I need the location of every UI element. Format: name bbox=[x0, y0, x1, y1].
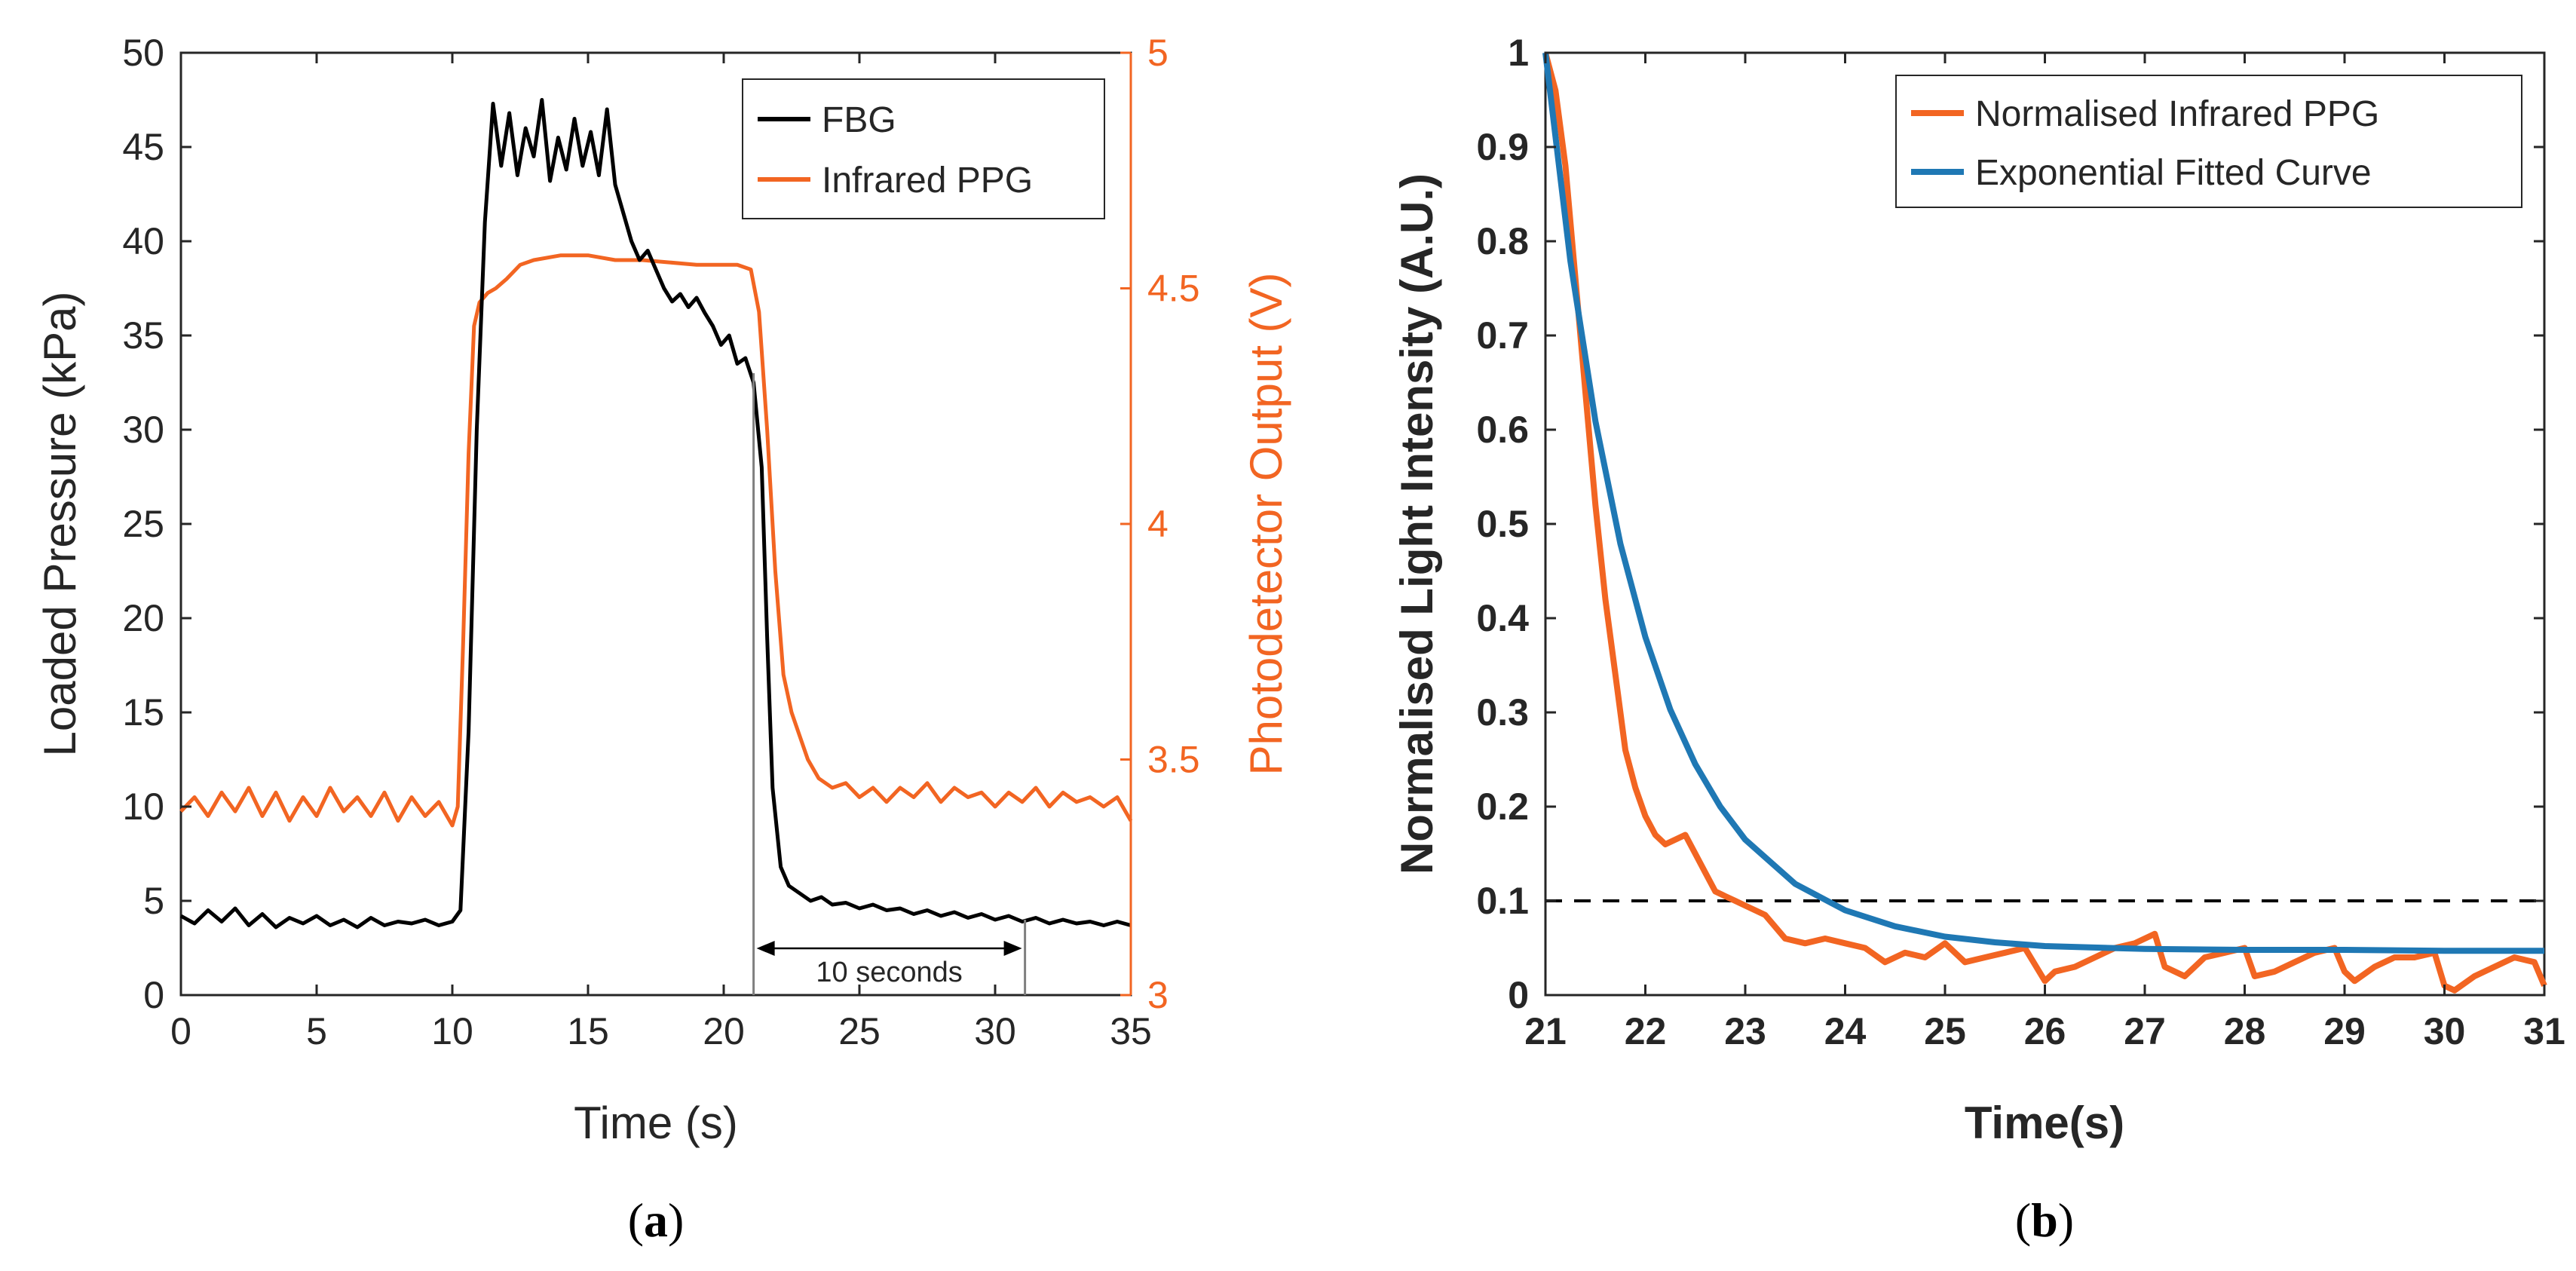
x-axis-title-a: Time (s) bbox=[574, 1098, 738, 1148]
chart-panel-a: 10 seconds 0 5 10 15 20 25 30 35 05101520253035… bbox=[35, 32, 1291, 1247]
y-tick-label-b-0-6: 0.6 bbox=[1476, 409, 1529, 451]
chart-panel-b: 21 22 23 24 25 26 27 28 29 30 31 00.10.20.30.40.50… bbox=[1392, 32, 2565, 1247]
y-left-tick-label-a-35: 35 bbox=[122, 314, 164, 357]
x-tick-label-a-15: 15 bbox=[567, 1010, 609, 1052]
legend-label-infrared-ppg: Infrared PPG bbox=[822, 161, 1033, 201]
y-tick-label-b-1: 1 bbox=[1508, 32, 1529, 74]
y-tick-label-b-0: 0 bbox=[1508, 974, 1529, 1016]
x-tick-label-b-31: 31 bbox=[2523, 1010, 2565, 1052]
y-tick-label-b-0-2: 0.2 bbox=[1476, 786, 1529, 828]
y-left-tick-label-a-20: 20 bbox=[122, 597, 164, 639]
series-group-a bbox=[179, 98, 1133, 930]
x-tick-label-a-35: 35 bbox=[1110, 1010, 1152, 1052]
y-tick-label-b-0-8: 0.8 bbox=[1476, 220, 1529, 262]
ten-seconds-annotation: 10 seconds bbox=[752, 373, 1027, 995]
x-tick-label-b-27: 27 bbox=[2124, 1010, 2166, 1052]
y-left-tick-label-a-5: 5 bbox=[143, 880, 164, 922]
y-tick-label-b-0-5: 0.5 bbox=[1476, 503, 1529, 545]
x-tick-label-b-24: 24 bbox=[1824, 1010, 1867, 1052]
y-tick-label-b-0-1: 0.1 bbox=[1476, 880, 1529, 922]
y-left-tick-label-a-30: 30 bbox=[122, 409, 164, 451]
annotation-arrowhead-right bbox=[1003, 941, 1022, 956]
x-tick-label-b-26: 26 bbox=[2024, 1010, 2066, 1052]
annotation-arrowhead-left bbox=[756, 941, 775, 956]
legend-label-fbg: FBG bbox=[822, 100, 896, 140]
y-right-tick-label-a-3: 3 bbox=[1147, 974, 1169, 1016]
series-line-a-infrared-ppg bbox=[179, 253, 1133, 828]
y-axis-ticks-b: 0 0.1 0.2 0.3 0.4 0.5 0.6 0.7 0.8 0.9 1 bbox=[1476, 32, 2544, 1016]
legend-label-normalised-ppg: Normalised Infrared PPG bbox=[1975, 94, 2379, 134]
y-tick-label-b-0-9: 0.9 bbox=[1476, 126, 1529, 168]
x-tick-label-a-20: 20 bbox=[703, 1010, 745, 1052]
y-right-tick-label-a-4-5: 4.5 bbox=[1147, 268, 1200, 310]
series-line-a-fbg bbox=[179, 98, 1132, 930]
x-tick-label-b-28: 28 bbox=[2224, 1010, 2266, 1052]
y-left-tick-label-a-0: 0 bbox=[143, 974, 164, 1016]
annotation-label: 10 seconds bbox=[816, 957, 962, 988]
y-left-axis-title-a: Loaded Pressure (kPa) bbox=[35, 292, 85, 757]
x-axis-title-b: Time(s) bbox=[1965, 1098, 2124, 1148]
y-tick-label-b-0-4: 0.4 bbox=[1476, 597, 1529, 639]
x-tick-label-b-25: 25 bbox=[1924, 1010, 1966, 1052]
y-tick-label-b-0-7: 0.7 bbox=[1476, 314, 1529, 357]
x-axis-ticks-a: 0 5 10 15 20 25 30 35 bbox=[170, 53, 1152, 1052]
series-line-b-normalised-infrared-ppg bbox=[1542, 51, 2547, 994]
y-left-tick-label-a-45: 45 bbox=[122, 126, 164, 168]
x-tick-label-a-30: 30 bbox=[974, 1010, 1016, 1052]
y-left-tick-label-a-50: 50 bbox=[122, 32, 164, 74]
legend-box-a bbox=[742, 78, 1105, 219]
panel-label-a: (a) bbox=[628, 1193, 685, 1247]
y-axis-title-b: Normalised Light Intensity (A.U.) bbox=[1392, 173, 1442, 874]
y-left-tick-label-a-25: 25 bbox=[122, 503, 164, 545]
x-tick-label-a-5: 5 bbox=[306, 1010, 327, 1052]
y-right-tick-label-a-4: 4 bbox=[1147, 503, 1169, 545]
y-right-axis-ticks-a: 3 3.5 4 4.5 5 bbox=[1120, 32, 1200, 1016]
x-tick-label-b-30: 30 bbox=[2424, 1010, 2466, 1052]
legend-label-fitted-curve: Exponential Fitted Curve bbox=[1975, 153, 2372, 193]
y-left-tick-label-a-15: 15 bbox=[122, 691, 164, 734]
x-tick-label-a-0: 0 bbox=[170, 1010, 191, 1052]
series-group-b bbox=[1542, 51, 2547, 994]
x-tick-label-b-29: 29 bbox=[2323, 1010, 2366, 1052]
plot-area-b bbox=[1544, 51, 2546, 997]
x-tick-label-a-10: 10 bbox=[431, 1010, 473, 1052]
x-axis-ticks-b: 21 22 23 24 25 26 27 28 29 30 31 bbox=[1524, 53, 2565, 1052]
y-tick-label-b-0-3: 0.3 bbox=[1476, 691, 1529, 734]
y-right-axis-title-a: Photodetector Output (V) bbox=[1241, 272, 1291, 775]
series-line-b-exponential-fitted-curve bbox=[1542, 52, 2544, 954]
y-right-tick-label-a-3-5: 3.5 bbox=[1147, 739, 1200, 781]
legend-box-b bbox=[1895, 75, 2522, 208]
x-tick-label-b-22: 22 bbox=[1625, 1010, 1667, 1052]
x-tick-label-a-25: 25 bbox=[838, 1010, 881, 1052]
y-left-axis-ticks-a: 0 5 10 15 20 25 30 35 40 45 50 bbox=[122, 32, 191, 1016]
legend-b: Normalised Infrared PPG Exponential Fitt… bbox=[1895, 75, 2522, 208]
y-left-tick-label-a-10: 10 bbox=[122, 786, 164, 828]
x-tick-label-b-23: 23 bbox=[1724, 1010, 1766, 1052]
y-left-tick-label-a-40: 40 bbox=[122, 220, 164, 262]
legend-a: FBG Infrared PPG bbox=[742, 78, 1105, 219]
panel-label-b: (b) bbox=[2015, 1193, 2074, 1247]
x-tick-label-b-21: 21 bbox=[1524, 1010, 1567, 1052]
y-right-tick-label-a-5: 5 bbox=[1147, 32, 1169, 74]
